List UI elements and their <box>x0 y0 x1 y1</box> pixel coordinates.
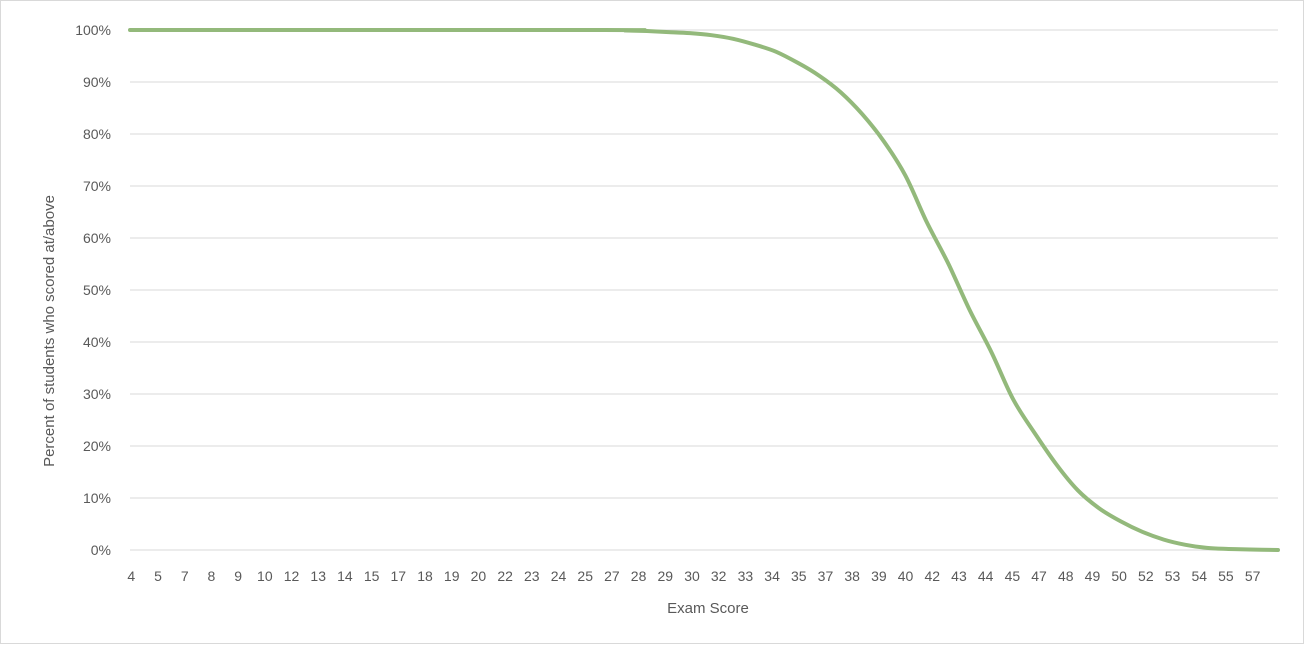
x-tick-label: 8 <box>208 568 216 584</box>
y-tick-label: 90% <box>83 74 111 90</box>
x-tick-label: 48 <box>1058 568 1074 584</box>
x-tick-label: 15 <box>364 568 380 584</box>
y-tick-label: 10% <box>83 490 111 506</box>
x-tick-label: 28 <box>631 568 647 584</box>
y-tick-label: 0% <box>91 542 111 558</box>
x-tick-label: 49 <box>1085 568 1101 584</box>
gridlines <box>130 29 1278 551</box>
x-tick-label: 39 <box>871 568 887 584</box>
x-tick-label: 53 <box>1165 568 1181 584</box>
x-tick-label: 57 <box>1245 568 1261 584</box>
x-tick-label: 9 <box>234 568 242 584</box>
x-tick-label: 54 <box>1191 568 1207 584</box>
x-tick-label: 25 <box>577 568 593 584</box>
x-tick-label: 43 <box>951 568 967 584</box>
y-axis-tick-labels: 0% 10% 20% 30% 40% 50% 60% 70% 80% 90% 100% <box>75 22 111 558</box>
x-tick-label: 4 <box>127 568 135 584</box>
x-tick-label: 18 <box>417 568 433 584</box>
y-tick-label: 30% <box>83 386 111 402</box>
x-tick-label: 32 <box>711 568 727 584</box>
x-tick-label: 19 <box>444 568 460 584</box>
x-tick-label: 23 <box>524 568 540 584</box>
series-line <box>128 27 1280 552</box>
x-tick-label: 22 <box>497 568 513 584</box>
y-tick-label: 50% <box>83 282 111 298</box>
x-tick-label: 17 <box>391 568 407 584</box>
x-tick-label: 40 <box>898 568 914 584</box>
x-axis-tick-labels: 4 5 7 8 9 10 12 13 14 15 17 18 19 20 22 23 24 25 27 28 29 30 3… <box>127 568 1260 584</box>
x-tick-label: 12 <box>284 568 300 584</box>
x-tick-label: 10 <box>257 568 273 584</box>
x-tick-label: 29 <box>657 568 673 584</box>
x-tick-label: 30 <box>684 568 700 584</box>
y-tick-label: 70% <box>83 178 111 194</box>
x-tick-label: 24 <box>551 568 567 584</box>
x-tick-label: 37 <box>818 568 834 584</box>
series-layer <box>128 27 1280 552</box>
x-tick-label: 20 <box>471 568 487 584</box>
y-axis-title: Percent of students who scored at/above <box>41 195 58 467</box>
y-tick-label: 40% <box>83 334 111 350</box>
x-tick-label: 35 <box>791 568 807 584</box>
x-tick-label: 13 <box>310 568 326 584</box>
x-tick-label: 33 <box>738 568 754 584</box>
x-tick-label: 42 <box>924 568 940 584</box>
x-axis-title: Exam Score <box>667 600 749 617</box>
y-tick-label: 60% <box>83 230 111 246</box>
y-tick-label: 80% <box>83 126 111 142</box>
x-tick-label: 55 <box>1218 568 1234 584</box>
x-tick-label: 34 <box>764 568 780 584</box>
x-tick-label: 14 <box>337 568 353 584</box>
x-tick-label: 27 <box>604 568 620 584</box>
x-tick-label: 50 <box>1111 568 1127 584</box>
y-tick-label: 100% <box>75 22 111 38</box>
x-tick-label: 47 <box>1031 568 1047 584</box>
x-tick-label: 45 <box>1005 568 1021 584</box>
x-tick-label: 5 <box>154 568 162 584</box>
x-tick-label: 52 <box>1138 568 1154 584</box>
x-tick-label: 44 <box>978 568 994 584</box>
y-tick-label: 20% <box>83 438 111 454</box>
x-tick-label: 38 <box>844 568 860 584</box>
x-tick-label: 7 <box>181 568 189 584</box>
